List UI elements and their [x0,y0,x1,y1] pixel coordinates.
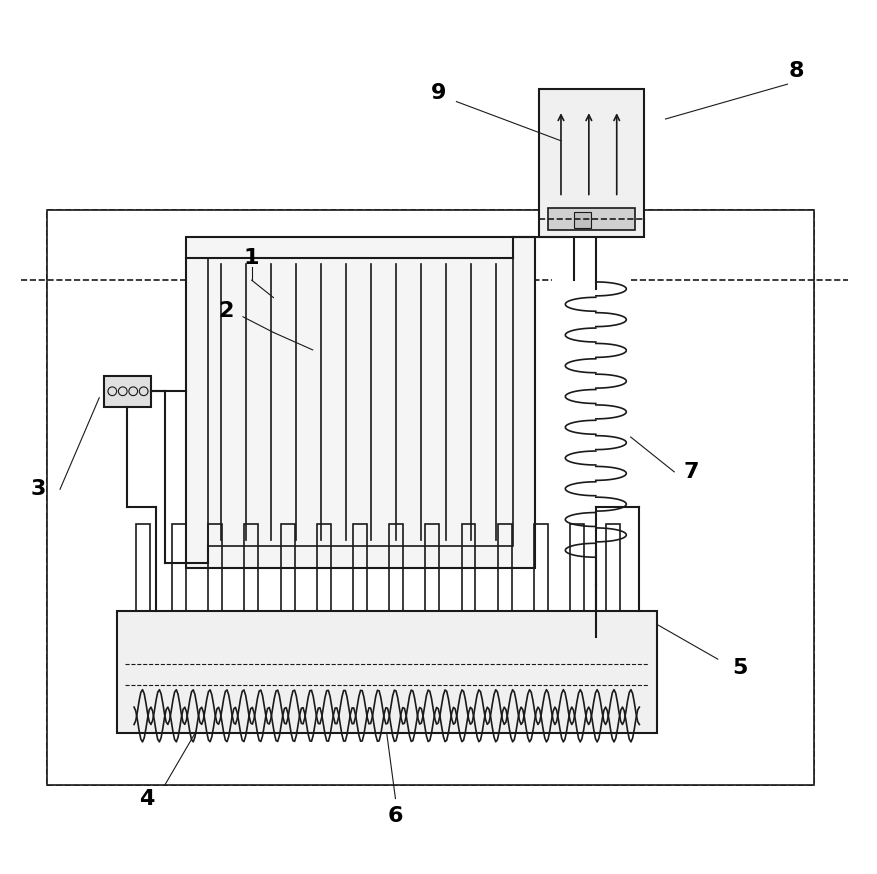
Text: 3: 3 [31,479,46,499]
Bar [281,524,294,611]
Bar [208,524,222,611]
Text: 8: 8 [788,61,803,81]
Bar [317,524,331,611]
Text: 6: 6 [388,806,403,826]
Bar [46,211,813,786]
Bar [533,524,547,611]
Bar [547,208,634,230]
Bar [353,524,367,611]
Text: 1: 1 [244,248,259,268]
Text: 2: 2 [217,301,233,321]
Bar [538,88,643,219]
Bar [208,259,512,546]
Bar [136,524,150,611]
Bar [424,524,438,611]
Bar [538,88,643,237]
Bar [244,524,258,611]
Bar [606,524,619,611]
Bar [569,524,583,611]
Bar [461,524,475,611]
Bar [497,524,511,611]
Bar [186,237,534,568]
Bar [46,211,813,786]
Text: 9: 9 [431,83,446,103]
Bar [103,376,152,406]
Bar [574,212,591,228]
Bar [117,611,656,733]
Text: 5: 5 [731,658,746,678]
Bar [389,524,403,611]
Text: 7: 7 [683,461,699,482]
Text: 4: 4 [139,788,154,808]
Bar [172,524,186,611]
